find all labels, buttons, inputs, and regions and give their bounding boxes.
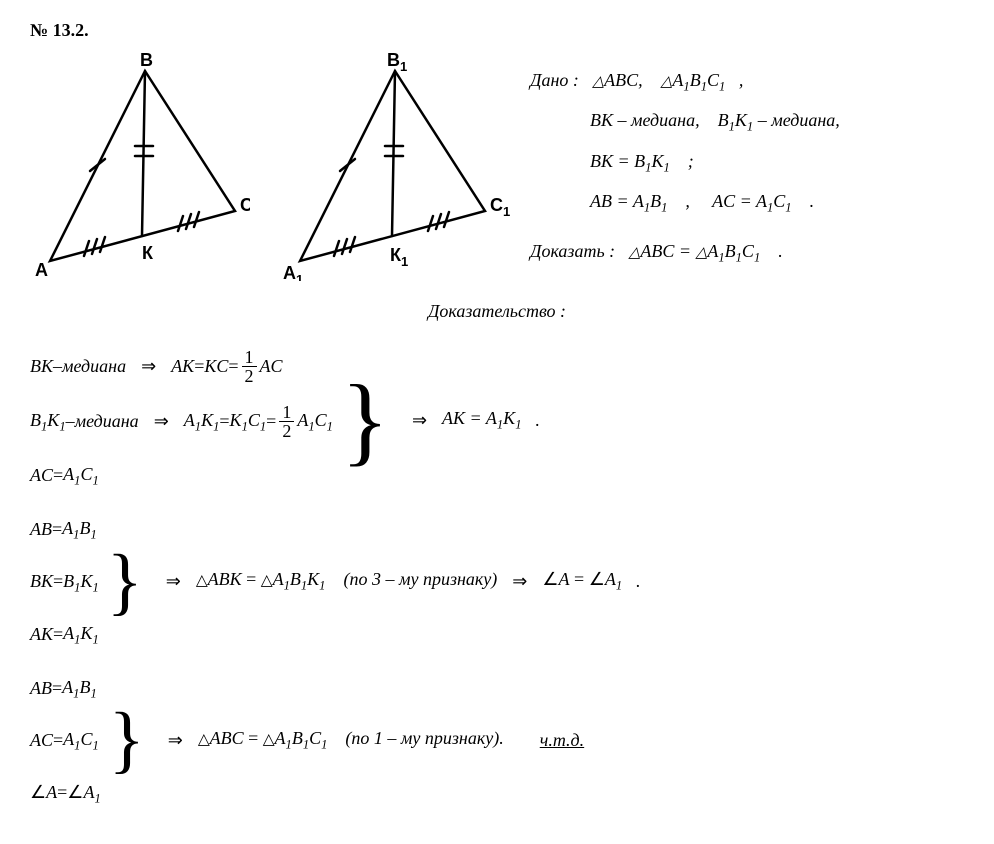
prove-label: Доказать : <box>530 241 615 261</box>
g1-line1: BK – медиана ⇒ AK = KC = 12 AC <box>30 348 333 385</box>
g2-angle-eq: A = A1 <box>542 569 622 594</box>
given-line-1: Дано : ABC, A1B1C1 , <box>530 61 840 101</box>
given-line-4: AB = A1B1 , AC = A1C1 . <box>530 182 840 222</box>
tick-kc <box>178 212 199 231</box>
given-a1b1: A1B1 <box>633 191 668 211</box>
brace-1: } <box>341 380 389 460</box>
qed: ч.т.д. <box>540 730 584 751</box>
given-block: Дано : ABC, A1B1C1 , BK – медиана, B1K1 … <box>530 51 840 281</box>
median-bk <box>142 71 145 236</box>
problem-number: № 13.2. <box>30 20 964 41</box>
given-line-2: BK – медиана, B1K1 – медиана, <box>530 101 840 141</box>
given-med2: медиана <box>771 110 835 130</box>
given-tri1: ABC <box>604 70 638 90</box>
given-label: Дано : <box>530 70 579 90</box>
prove-line: Доказать : ABC = A1B1C1 . <box>530 232 840 272</box>
triangles-container: A B C К A1 B1 C1 К1 <box>30 51 510 281</box>
given-line-3: BK = B1K1 ; <box>530 142 840 182</box>
g3-conclusion: ABC = A1B1C1 (по 1 – му признаку). <box>198 728 504 753</box>
g1-line2: B1K1 – медиана ⇒ A1K1 = K1C1 = 12 A1C1 <box>30 403 333 440</box>
given-ab: AB <box>590 191 612 211</box>
triangle-abc: A B C К <box>30 51 250 281</box>
given-ac: AC <box>712 191 735 211</box>
given-b1k1: B1K1 <box>718 110 754 130</box>
label-c1: C1 <box>490 195 510 219</box>
label-b1: B1 <box>387 51 407 74</box>
given-med1: медиана <box>631 110 695 130</box>
proof-group-1: BK – медиана ⇒ AK = KC = 12 AC B1K1 – ме… <box>30 342 964 498</box>
proof-title: Доказательство : <box>30 301 964 322</box>
group2-lines: AB = A1B1 BK = B1K1 AK = A1K1 <box>30 506 99 657</box>
label-k: К <box>142 243 154 263</box>
g2-line2: BK = B1K1 <box>30 565 99 599</box>
g1-conclusion: AK = A1K1 <box>442 408 521 433</box>
triangle-a1b1c1: A1 B1 C1 К1 <box>280 51 510 281</box>
g3-line1: AB = A1B1 <box>30 671 101 705</box>
prove-tri1: ABC <box>640 241 674 261</box>
given-b1k1-eq: B1K1 <box>634 151 670 171</box>
g1-line3: AC = A1C1 <box>30 458 333 492</box>
group1-lines: BK – медиана ⇒ AK = KC = 12 AC B1K1 – ме… <box>30 342 333 498</box>
prove-tri2: A1B1C1 <box>707 241 760 261</box>
label-c: C <box>240 195 250 215</box>
g2-line3: AK = A1K1 <box>30 617 99 651</box>
given-tri2: A1B1C1 <box>672 70 725 90</box>
tick-ak <box>334 237 355 256</box>
proof-group-3: AB = A1B1 AC = A1C1 A = A1 } ⇒ ABC = A1B… <box>30 665 964 816</box>
group3-lines: AB = A1B1 AC = A1C1 A = A1 <box>30 665 101 816</box>
label-k1: К1 <box>390 245 408 269</box>
label-b: B <box>140 51 153 70</box>
brace-2: } <box>107 552 143 612</box>
tick-ak <box>84 237 105 256</box>
given-bk-eq: BK <box>590 151 613 171</box>
g2-conclusion: ABK = A1B1K1 (по 3 – му признаку) <box>196 569 497 594</box>
tick-kc <box>428 212 449 231</box>
g3-line2: AC = A1C1 <box>30 723 101 757</box>
label-a: A <box>35 260 48 280</box>
tick-ab <box>340 159 355 171</box>
top-section: A B C К A1 B1 C1 К1 <box>30 51 964 281</box>
g2-line1: AB = A1B1 <box>30 512 99 546</box>
brace-3: } <box>109 710 145 770</box>
given-a1c1: A1C1 <box>756 191 792 211</box>
g3-line3: A = A1 <box>30 776 101 810</box>
tick-ab <box>90 159 105 171</box>
label-a1: A1 <box>283 263 303 281</box>
given-bk: BK <box>590 110 613 130</box>
median-b1k1 <box>392 71 395 236</box>
proof-group-2: AB = A1B1 BK = B1K1 AK = A1K1 } ⇒ ABK = … <box>30 506 964 657</box>
